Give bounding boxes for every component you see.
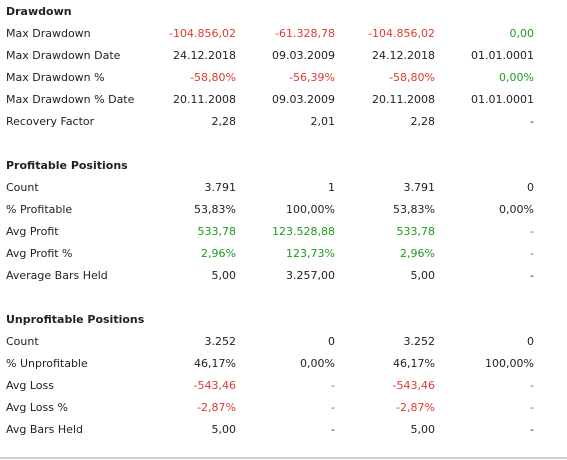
row-label: Count [6,181,39,194]
cell-value: 20.11.2008 [372,93,435,106]
cell-value: -58,80% [190,71,236,84]
cell-value: 3.791 [403,181,436,194]
cell-value: - [530,423,534,436]
cell-value: 01.01.0001 [471,49,534,62]
cell-value: 0,00 [509,27,535,40]
cell-value: 53,83% [194,203,236,216]
cell-value: 3.252 [403,335,436,348]
cell-value: 46,17% [393,357,435,370]
cell-value: -543,46 [392,379,435,392]
cell-value: 2,96% [201,247,236,260]
cell-value: 123,73% [286,247,335,260]
cell-value: 09.03.2009 [272,93,335,106]
cell-value: 0,00% [300,357,335,370]
row-label: Avg Loss % [6,401,68,414]
cell-value: 0,00% [499,203,534,216]
cell-value: - [530,379,534,392]
cell-value: - [530,401,534,414]
cell-value: - [530,269,534,282]
row-label: Count [6,335,39,348]
cell-value: 100,00% [286,203,335,216]
cell-value: -2,87% [197,401,236,414]
cell-value: - [331,423,335,436]
cell-value: 100,00% [485,357,534,370]
cell-value: 5,00 [410,423,436,436]
cell-value: - [530,225,534,238]
cell-value: 24.12.2018 [173,49,236,62]
cell-value: 1 [328,181,335,194]
cell-value: - [331,379,335,392]
cell-value: 123.528,88 [272,225,335,238]
cell-value: 5,00 [410,269,436,282]
row-label: Recovery Factor [6,115,95,128]
cell-value: 2,28 [410,115,436,128]
cell-value: - [530,115,534,128]
cell-value: -61.328,78 [275,27,335,40]
cell-value: 46,17% [194,357,236,370]
cell-value: 3.791 [204,181,237,194]
row-label: Average Bars Held [6,269,108,282]
cell-value: -56,39% [289,71,335,84]
cell-value: - [530,247,534,260]
section-title: Drawdown [6,5,72,18]
cell-value: 0 [328,335,335,348]
cell-value: 0 [527,181,534,194]
row-label: Max Drawdown % [6,71,105,84]
cell-value: 3.257,00 [286,269,335,282]
row-label: % Unprofitable [6,357,88,370]
row-label: Avg Profit [6,225,59,238]
cell-value: 5,00 [211,269,237,282]
row-label: Max Drawdown % Date [6,93,135,106]
cell-value: -104.856,02 [368,27,435,40]
cell-value: -104.856,02 [169,27,236,40]
cell-value: -58,80% [389,71,435,84]
cell-value: 2,96% [400,247,435,260]
row-label: % Profitable [6,203,73,216]
cell-value: 5,00 [211,423,237,436]
row-label: Avg Bars Held [6,423,83,436]
cell-value: 53,83% [393,203,435,216]
cell-value: 01.01.0001 [471,93,534,106]
section-title: Profitable Positions [6,159,128,172]
cell-value: 20.11.2008 [173,93,236,106]
cell-value: -543,46 [193,379,236,392]
cell-value: -2,87% [396,401,435,414]
cell-value: 533,78 [396,225,436,238]
row-label: Avg Loss [6,379,54,392]
cell-value: 0 [527,335,534,348]
cell-value: 2,28 [211,115,237,128]
cell-value: 533,78 [197,225,237,238]
section-title: Unprofitable Positions [6,313,145,326]
row-label: Avg Profit % [6,247,73,260]
cell-value: 09.03.2009 [272,49,335,62]
cell-value: 3.252 [204,335,237,348]
cell-value: 2,01 [310,115,336,128]
cell-value: - [331,401,335,414]
cell-value: 24.12.2018 [372,49,435,62]
row-label: Max Drawdown Date [6,49,121,62]
row-label: Max Drawdown [6,27,91,40]
cell-value: 0,00% [499,71,534,84]
